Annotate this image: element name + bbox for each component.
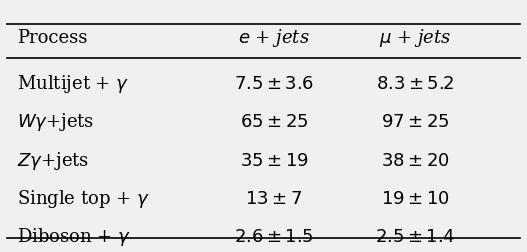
Text: $65 \pm 25$: $65 \pm 25$ — [240, 113, 308, 131]
Text: $W\gamma$+jets: $W\gamma$+jets — [17, 111, 94, 133]
Text: $2.5 \pm 1.4$: $2.5 \pm 1.4$ — [375, 228, 456, 246]
Text: $Z\gamma$+jets: $Z\gamma$+jets — [17, 150, 89, 172]
Text: $e$ + jets: $e$ + jets — [238, 27, 310, 49]
Text: $97 \pm 25$: $97 \pm 25$ — [382, 113, 450, 131]
Text: Process: Process — [17, 29, 87, 47]
Text: Single top + $\gamma$: Single top + $\gamma$ — [17, 188, 150, 210]
Text: $13 \pm 7$: $13 \pm 7$ — [246, 190, 302, 208]
Text: $19 \pm 10$: $19 \pm 10$ — [381, 190, 450, 208]
Text: $8.3 \pm 5.2$: $8.3 \pm 5.2$ — [376, 75, 455, 93]
Text: Multijet + $\gamma$: Multijet + $\gamma$ — [17, 73, 129, 95]
Text: $35 \pm 19$: $35 \pm 19$ — [240, 152, 308, 170]
Text: $2.6 \pm 1.5$: $2.6 \pm 1.5$ — [234, 228, 314, 246]
Text: $38 \pm 20$: $38 \pm 20$ — [381, 152, 450, 170]
Text: $7.5 \pm 3.6$: $7.5 \pm 3.6$ — [234, 75, 314, 93]
Text: Diboson + $\gamma$: Diboson + $\gamma$ — [17, 226, 131, 248]
Text: $\mu$ + jets: $\mu$ + jets — [379, 27, 452, 49]
